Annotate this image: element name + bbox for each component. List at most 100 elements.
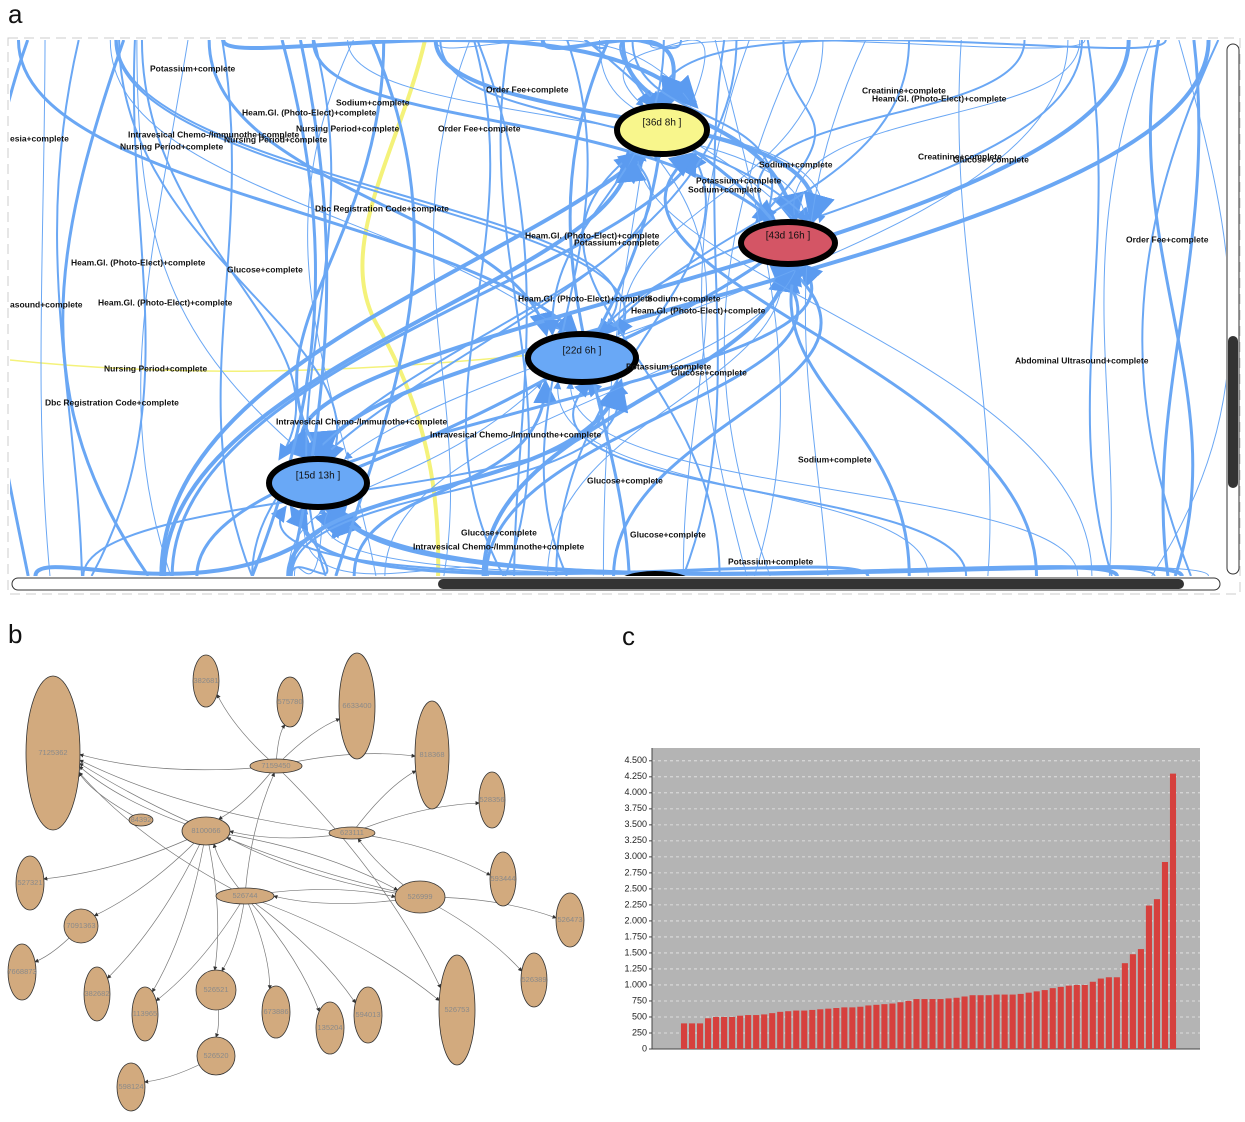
panel-label: c [622,621,635,651]
node [83,966,111,1022]
edge [958,40,991,576]
bar [801,1010,808,1049]
edge [351,770,417,834]
edge [542,40,589,576]
edge [1086,40,1113,576]
edge [481,260,801,576]
bar [1065,985,1072,1049]
edge-label: Intravesical Chemo-/Immunothe+complete [413,541,584,551]
y-tick-label: 2.000 [624,915,647,925]
edge [435,40,694,107]
edge [653,153,708,576]
edge-label: Heam.Gl. (Photo-Elect)+complete [631,305,766,315]
edge [195,261,824,576]
bar [1113,977,1120,1049]
edge-label: Dbc Registration Code+complete [315,203,449,213]
edge [244,895,272,990]
edge [140,40,189,576]
bar [745,1015,752,1049]
process-graph: [36d 8h ] [43d 16h ] [22d 6h ] [15d 13h ] Po… [10,40,1226,576]
edge [140,40,298,461]
node [338,652,376,760]
y-tick-label: 2.500 [624,883,647,893]
edge [10,40,30,576]
bar [913,999,920,1049]
edge [682,40,726,576]
edge [275,765,441,989]
edge [619,40,824,335]
edge-label: Heam.Gl. (Photo-Elect)+complete [242,107,377,117]
node-label: 673886 [263,1007,288,1016]
node [315,1001,345,1055]
edge-label: esia+complete [10,133,69,143]
bar [1137,949,1144,1049]
node [624,571,686,576]
node-label: [22d 6h ] [563,346,602,357]
edge [107,830,207,979]
node [555,892,585,948]
edge [56,40,83,576]
edge-label: Order Fee+complete [486,84,569,94]
edge [207,40,553,337]
edge-label: Creatinine+complete [918,151,1002,161]
bar [1057,986,1064,1049]
bar [721,1016,728,1049]
scroll-thumb[interactable] [438,579,1184,589]
node-label: [36d 8h ] [643,118,682,129]
node [196,1036,236,1076]
bar [1089,981,1096,1049]
edge [136,40,311,460]
edge [384,263,800,576]
edge [755,40,1026,224]
node [116,1062,146,1112]
edge [484,262,800,576]
node [7,943,37,1001]
bar [1033,991,1040,1049]
bar [1041,990,1048,1049]
edge [40,40,51,576]
y-tick-label: 2.250 [624,899,647,909]
bar [905,1000,912,1049]
bar [929,999,936,1049]
scroll-thumb[interactable] [1228,336,1238,488]
edge-label: Nursing Period+complete [296,123,399,133]
edge [555,152,707,576]
node-label: 6633400 [342,701,371,710]
edge-label: Potassium+complete [728,556,814,566]
node [266,456,370,510]
bar [729,1016,736,1049]
node [131,986,159,1042]
edge [714,40,781,576]
edge [78,772,142,821]
edge-label: Glucose+complete [671,367,747,377]
bar [985,995,992,1049]
edge [307,40,377,576]
bar [761,1014,768,1049]
node-label: [43d 16h ] [766,231,811,242]
edge [244,895,356,1004]
edge [612,262,823,576]
y-tick-label: 1.500 [624,947,647,957]
node-label: [15d 13h ] [296,471,341,482]
edge [476,40,528,576]
edge-label: Nursing Period+complete [120,141,223,151]
edge-label: Intravesical Chemo-/Immunothe+complete [276,416,447,426]
bar [713,1016,720,1049]
edge [250,40,317,576]
node [15,855,45,911]
bar [977,995,984,1049]
edge-label: Sodium+complete [647,293,721,303]
y-tick-label: 4.000 [624,787,647,797]
bar [849,1007,856,1049]
vertical-scrollbar[interactable] [1226,43,1240,575]
node [192,654,220,708]
bar [889,1003,896,1049]
node-label: 382681 [193,676,218,685]
edge-label: Potassium+complete [574,237,660,247]
node-label: 382682 [84,989,109,998]
edge [43,830,207,881]
edge [221,895,246,972]
node [276,676,304,728]
edge [161,150,647,576]
